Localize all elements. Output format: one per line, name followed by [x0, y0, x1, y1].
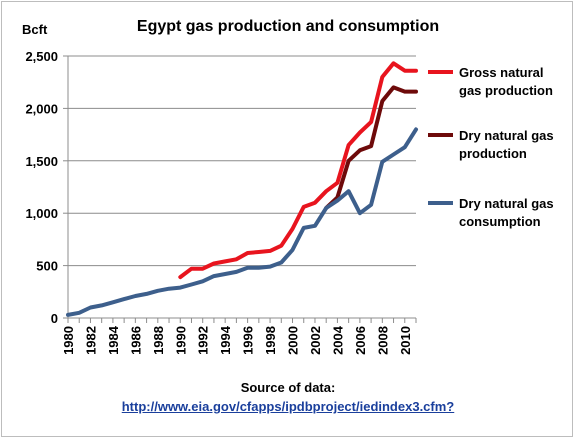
legend-label: Gross natural [459, 65, 544, 80]
y-tick-label: 500 [36, 259, 58, 274]
x-tick-label: 1986 [128, 326, 143, 355]
y-tick-label: 2,500 [25, 49, 58, 64]
x-tick-label: 1996 [241, 326, 256, 355]
y-axis-label: Bcft [22, 22, 48, 37]
legend-label: production [459, 146, 527, 161]
series-line [324, 85, 418, 210]
series-line [178, 61, 418, 280]
source-label: Source of data: [240, 380, 336, 395]
source-link[interactable]: http://www.eia.gov/cfapps/ipdbproject/ie… [121, 399, 455, 414]
y-tick-label: 2,000 [25, 101, 58, 116]
legend: Gross natural gas production Dry natural g… [428, 65, 554, 229]
x-tick-label: 1998 [263, 326, 278, 355]
x-tick-label: 1988 [151, 326, 166, 355]
x-tick-label: 1984 [106, 325, 121, 355]
x-tick-label: 2006 [353, 326, 368, 355]
x-tick-label: 1982 [83, 326, 98, 355]
x-tick-label: 2010 [398, 326, 413, 355]
chart-title: Egypt gas production and consumption [137, 18, 439, 35]
x-tick-label: 2004 [330, 325, 345, 355]
y-tick-label: 1,500 [25, 154, 58, 169]
x-tick-label: 2002 [308, 326, 323, 355]
series-line [66, 127, 418, 317]
x-tick-label: 1990 [173, 326, 188, 355]
y-tick-labels: 0 500 1,000 1,500 2,000 2,500 [25, 49, 58, 326]
gridlines [68, 55, 416, 267]
chart: Egypt gas production and consumption Bcf… [22, 18, 554, 355]
x-tick-label: 2000 [286, 326, 301, 355]
x-tick-label: 2008 [375, 326, 390, 355]
y-tick-label: 1,000 [25, 206, 58, 221]
x-tick-label: 1992 [196, 326, 211, 355]
x-tick-label: 1994 [218, 325, 233, 355]
legend-label: Dry natural gas [459, 196, 554, 211]
axes [63, 55, 417, 323]
series-lines [66, 61, 418, 317]
legend-label: consumption [459, 214, 541, 229]
legend-label: gas production [459, 83, 553, 98]
legend-label: Dry natural gas [459, 128, 554, 143]
x-tick-labels: 1980 1982 1984 1986 1988 1990 1992 1994 1996 1998… [61, 325, 413, 355]
x-tick-label: 1980 [61, 326, 76, 355]
y-tick-label: 0 [51, 311, 58, 326]
